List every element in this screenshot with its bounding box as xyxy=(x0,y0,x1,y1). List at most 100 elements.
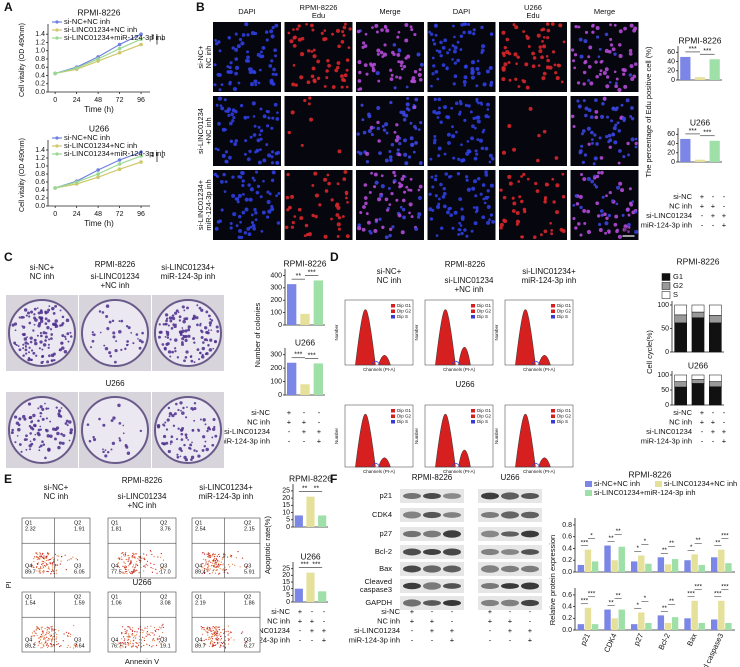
cell xyxy=(486,221,490,225)
blot-band xyxy=(501,583,519,589)
event xyxy=(157,556,158,557)
cell xyxy=(327,174,330,177)
cell xyxy=(406,86,409,89)
event xyxy=(56,564,57,565)
chart-title: U266 xyxy=(89,123,110,133)
cell xyxy=(477,72,481,76)
y-tick-label: 0.6 xyxy=(35,179,45,186)
cell xyxy=(293,64,296,67)
bar xyxy=(592,561,598,572)
colony xyxy=(127,452,130,455)
condition-mark: - xyxy=(723,417,726,426)
cell xyxy=(600,156,604,160)
x-tick-label: 96 xyxy=(137,211,145,218)
event xyxy=(56,644,57,645)
event xyxy=(58,643,59,644)
event xyxy=(226,569,227,570)
event xyxy=(38,562,39,563)
cell xyxy=(503,196,507,200)
cell xyxy=(591,138,594,141)
colony xyxy=(203,418,206,421)
cell xyxy=(218,219,222,223)
cell xyxy=(600,60,603,63)
cell xyxy=(577,25,580,28)
significance: ** xyxy=(302,486,308,493)
event xyxy=(216,559,217,560)
bar xyxy=(306,497,314,527)
event xyxy=(208,554,209,555)
cell xyxy=(406,55,410,59)
cell xyxy=(465,64,468,67)
event xyxy=(133,570,134,571)
event xyxy=(40,556,41,557)
significance: *** xyxy=(689,128,697,135)
cell xyxy=(364,202,368,206)
event xyxy=(219,565,220,566)
event xyxy=(76,558,77,559)
cell xyxy=(588,65,592,69)
event xyxy=(40,639,41,640)
legend-swatch xyxy=(391,315,395,319)
cell xyxy=(240,236,243,239)
colony xyxy=(193,315,196,318)
colony xyxy=(205,331,208,334)
cell xyxy=(358,60,362,64)
event xyxy=(48,633,49,634)
legend-label: Dip G1 xyxy=(557,408,572,413)
colony xyxy=(102,451,105,454)
cell xyxy=(325,76,328,79)
cell xyxy=(603,213,607,217)
significance: ** xyxy=(609,535,615,542)
event xyxy=(37,559,38,560)
colony xyxy=(39,446,41,448)
y-tick-label: 50 xyxy=(661,387,669,394)
cell xyxy=(400,206,403,209)
cell xyxy=(374,173,378,177)
cell xyxy=(338,149,342,153)
cell xyxy=(442,63,446,67)
colony xyxy=(51,307,54,310)
y-tick-label: 1.0 xyxy=(35,163,45,170)
event xyxy=(236,557,237,558)
cell xyxy=(262,211,266,215)
column-header: +NC inh xyxy=(454,285,483,294)
condition-mark: - xyxy=(701,211,704,220)
cell xyxy=(472,117,475,120)
condition-mark: - xyxy=(318,408,321,417)
event xyxy=(126,573,127,574)
cell xyxy=(224,190,227,193)
colony xyxy=(169,320,172,323)
cell xyxy=(577,81,580,84)
cell xyxy=(337,222,341,226)
condition-mark: + xyxy=(317,436,322,445)
bar xyxy=(638,556,644,572)
legend-label: Dip G1 xyxy=(557,303,572,308)
cell xyxy=(293,215,296,218)
cell xyxy=(612,133,615,136)
bar-segment xyxy=(692,312,704,318)
event xyxy=(32,635,33,636)
cell xyxy=(270,127,273,130)
colony xyxy=(165,319,168,322)
significance: *** xyxy=(588,591,596,598)
cell xyxy=(526,36,530,40)
cell xyxy=(605,67,609,71)
cell xyxy=(274,24,278,28)
event xyxy=(206,561,207,562)
colony xyxy=(46,417,48,419)
condition-mark: + xyxy=(711,201,716,210)
cell xyxy=(460,143,463,146)
condition-label: NC inh xyxy=(669,417,692,426)
colony xyxy=(181,343,184,346)
colony xyxy=(112,331,115,334)
x-axis-label: Time (h) xyxy=(84,219,114,228)
event xyxy=(215,629,216,630)
event xyxy=(207,567,208,568)
cell xyxy=(457,41,460,44)
colony xyxy=(37,335,39,337)
cell xyxy=(345,193,348,196)
cell xyxy=(582,209,586,213)
bar-segment xyxy=(709,323,721,352)
bar xyxy=(684,560,690,572)
colony xyxy=(53,312,56,315)
